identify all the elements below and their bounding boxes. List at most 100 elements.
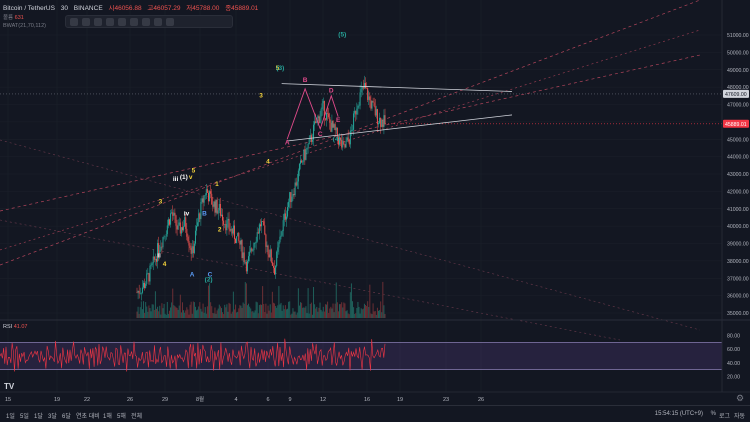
- volume-bars: [136, 281, 386, 318]
- volume-bar: [162, 308, 164, 318]
- candle-body: [178, 222, 180, 225]
- candle-body: [210, 191, 212, 194]
- range-5y[interactable]: 5해: [117, 414, 126, 420]
- range-6m[interactable]: 6달: [62, 414, 71, 420]
- price-tick-label: 44000.00: [727, 155, 749, 161]
- tradingview-logo[interactable]: TV: [4, 382, 15, 391]
- candle-body: [207, 192, 209, 202]
- volume-bar: [166, 301, 168, 318]
- interval[interactable]: 30: [60, 5, 68, 12]
- candle-body: [341, 139, 343, 148]
- volume-bar: [139, 307, 141, 318]
- rsi-pane: 80.00 60.00 40.00 20.00: [0, 334, 740, 380]
- candle-body: [345, 141, 347, 148]
- volume-bar: [161, 303, 163, 318]
- candle-body: [330, 122, 332, 132]
- volume-bar: [180, 312, 182, 318]
- price-axis[interactable]: 51000.00 50000.00 49000.00 48000.00 47000.00…: [723, 33, 749, 317]
- candle-body: [188, 240, 190, 246]
- volume-bar: [242, 302, 244, 318]
- range-3m[interactable]: 3달: [48, 414, 57, 420]
- volume-bar: [224, 304, 226, 318]
- candle-body: [320, 109, 322, 117]
- candle-body: [198, 213, 200, 223]
- settings-icon[interactable]: [130, 17, 138, 26]
- volume-bar: [259, 304, 261, 318]
- percent-toggle[interactable]: %: [710, 411, 716, 417]
- volume-bar: [305, 306, 307, 318]
- range-1y[interactable]: 1해: [103, 414, 112, 420]
- volume-bar: [185, 310, 187, 318]
- clock[interactable]: 15:54:15 (UTC+9): [654, 411, 703, 417]
- exchange: BINANCE: [73, 5, 103, 12]
- volume-bar: [178, 305, 180, 318]
- color-icon[interactable]: [94, 17, 102, 26]
- range-all[interactable]: 전체: [131, 414, 143, 420]
- candle-body: [201, 198, 203, 202]
- gear-icon[interactable]: ⚙: [736, 393, 745, 403]
- volume-bar: [335, 282, 337, 318]
- candle-body: [329, 117, 331, 123]
- pencil-icon[interactable]: [82, 17, 90, 26]
- trash-icon[interactable]: [154, 17, 162, 26]
- volume-bar: [319, 302, 321, 318]
- symbol-name[interactable]: Bitcoin / TetherUS: [3, 5, 55, 12]
- range-ytd[interactable]: 연초 대비: [76, 414, 100, 420]
- wave-label: A: [190, 272, 195, 279]
- volume-bar: [308, 313, 310, 318]
- auto-toggle[interactable]: 자동: [733, 414, 745, 420]
- volume-bar: [236, 312, 238, 318]
- candle-body: [262, 221, 264, 222]
- log-toggle[interactable]: 로그: [718, 414, 730, 420]
- volume-bar: [345, 311, 347, 318]
- volume-bar: [262, 286, 264, 318]
- candle-body: [285, 216, 287, 220]
- candle-body: [271, 262, 273, 266]
- range-5d[interactable]: 5일: [20, 414, 29, 420]
- candle-body: [287, 207, 289, 217]
- volume-bar: [342, 307, 344, 318]
- candle-body: [209, 191, 211, 202]
- volume-bar: [370, 313, 372, 318]
- volume-bar: [372, 303, 374, 318]
- volume-bar: [149, 308, 151, 318]
- candle-body: [149, 265, 151, 282]
- candle-body: [251, 248, 253, 251]
- time-axis[interactable]: 15 19 22 26 29 8월 4 6 9 12 16 19 23 26: [5, 395, 484, 403]
- drag-handle-icon[interactable]: [70, 17, 78, 26]
- candle-body: [319, 116, 321, 123]
- volume-bar: [360, 308, 362, 318]
- candle-body: [368, 96, 370, 100]
- candle-body: [283, 213, 285, 221]
- volume-bar: [309, 303, 311, 318]
- volume-bar: [323, 311, 325, 318]
- candle-body: [174, 212, 176, 216]
- more-icon[interactable]: [166, 17, 174, 26]
- line-width-icon[interactable]: [106, 17, 114, 26]
- candle-body: [327, 112, 329, 114]
- wave-label: (3): [276, 65, 284, 72]
- volume-bar: [276, 307, 278, 318]
- candle-body: [348, 140, 350, 145]
- candle-body: [255, 241, 257, 243]
- range-1m[interactable]: 1달: [34, 414, 43, 420]
- drawing-toolbar[interactable]: [65, 15, 233, 28]
- candle-body: [239, 240, 241, 245]
- candle-body: [278, 242, 280, 248]
- triangle-upper-line: [281, 83, 513, 92]
- volume-bar: [211, 306, 213, 318]
- lock-icon[interactable]: [142, 17, 150, 26]
- candle-body: [372, 101, 374, 103]
- volume-bar: [348, 314, 350, 318]
- volume-bar: [173, 305, 175, 318]
- volume-bar: [194, 306, 196, 318]
- time-tick-label: 19: [54, 397, 60, 403]
- trendlines: [0, 0, 701, 341]
- candle-body: [189, 245, 191, 249]
- candle-body: [373, 102, 375, 107]
- candle-body: [170, 213, 172, 225]
- range-1d[interactable]: 1일: [6, 414, 15, 420]
- candle-body: [376, 109, 378, 125]
- text-icon[interactable]: [118, 17, 126, 26]
